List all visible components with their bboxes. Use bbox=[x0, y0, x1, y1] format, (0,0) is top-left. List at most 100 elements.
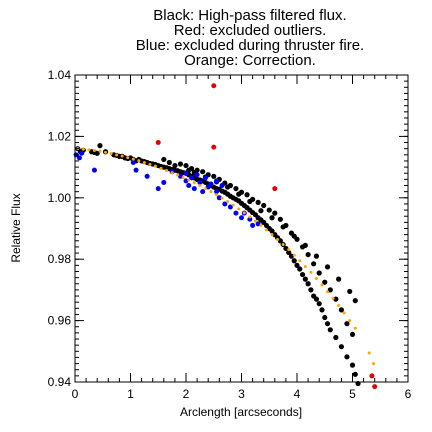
data-point bbox=[303, 265, 307, 269]
data-point bbox=[183, 170, 189, 176]
data-point bbox=[298, 259, 302, 263]
y-axis-label: Relative Flux bbox=[9, 193, 23, 262]
data-point bbox=[247, 216, 253, 222]
data-point bbox=[177, 161, 184, 167]
data-point bbox=[239, 215, 244, 221]
data-point bbox=[291, 258, 297, 264]
data-point bbox=[153, 164, 157, 168]
data-point bbox=[94, 150, 100, 156]
data-point bbox=[109, 152, 113, 156]
data-point bbox=[367, 351, 371, 355]
data-point bbox=[192, 181, 196, 185]
data-point bbox=[133, 167, 139, 173]
data-point bbox=[98, 149, 102, 153]
data-point bbox=[183, 178, 189, 184]
data-point bbox=[120, 154, 124, 158]
data-point bbox=[144, 173, 150, 179]
x-tick-label: 2 bbox=[183, 387, 190, 401]
data-point bbox=[126, 156, 130, 160]
data-point bbox=[259, 223, 263, 227]
data-point bbox=[294, 262, 300, 268]
data-point bbox=[148, 162, 152, 166]
data-point bbox=[142, 160, 146, 164]
data-point bbox=[353, 326, 357, 330]
data-point bbox=[311, 261, 317, 267]
y-tick-label: 0.94 bbox=[48, 375, 72, 389]
data-point bbox=[308, 287, 314, 293]
data-point bbox=[349, 331, 356, 338]
data-point bbox=[159, 166, 163, 170]
data-point bbox=[247, 198, 253, 205]
data-point bbox=[266, 207, 272, 213]
data-point bbox=[214, 178, 220, 184]
x-tick-label: 5 bbox=[349, 387, 356, 401]
data-point bbox=[297, 266, 303, 272]
data-point bbox=[255, 199, 261, 205]
title-line-3: Blue: excluded during thruster fire. bbox=[136, 37, 364, 54]
x-tick-label: 1 bbox=[127, 387, 134, 401]
data-point bbox=[313, 296, 320, 302]
data-point bbox=[137, 159, 141, 163]
data-point bbox=[222, 201, 228, 207]
data-point bbox=[288, 253, 295, 259]
data-point bbox=[242, 211, 246, 215]
data-point bbox=[81, 147, 85, 151]
data-point bbox=[87, 148, 91, 152]
data-point bbox=[225, 184, 231, 190]
data-point bbox=[342, 311, 346, 315]
data-point bbox=[177, 173, 183, 179]
data-point bbox=[211, 144, 217, 150]
data-point bbox=[209, 190, 213, 194]
data-point bbox=[258, 208, 264, 214]
data-point bbox=[281, 242, 285, 246]
data-point bbox=[244, 192, 250, 198]
data-point bbox=[269, 228, 275, 234]
data-point bbox=[276, 238, 280, 242]
data-point bbox=[302, 276, 308, 282]
data-point bbox=[189, 175, 195, 181]
data-point bbox=[211, 83, 217, 89]
data-point bbox=[337, 304, 341, 308]
data-point bbox=[269, 215, 275, 221]
data-point bbox=[215, 193, 219, 197]
data-point bbox=[104, 150, 108, 154]
data-point bbox=[170, 171, 174, 175]
data-point bbox=[97, 143, 103, 149]
title-line-2: Red: excluded outliers. bbox=[174, 22, 327, 39]
title-line-1: Black: High-pass filtered flux. bbox=[153, 7, 346, 24]
data-point bbox=[216, 195, 222, 201]
data-point bbox=[181, 176, 185, 180]
data-point bbox=[338, 307, 344, 313]
data-point bbox=[277, 216, 283, 222]
data-point bbox=[261, 202, 267, 209]
data-point bbox=[326, 290, 330, 294]
data-point bbox=[227, 204, 233, 210]
title-line-4: Orange: Correction. bbox=[184, 52, 316, 69]
data-point bbox=[322, 314, 328, 321]
data-point bbox=[272, 210, 278, 216]
data-point bbox=[91, 167, 97, 173]
data-point bbox=[372, 384, 378, 390]
data-point bbox=[202, 175, 208, 181]
data-point bbox=[130, 159, 136, 165]
data-point bbox=[336, 276, 342, 282]
x-tick-label: 0 bbox=[72, 387, 79, 401]
data-point bbox=[309, 270, 313, 274]
data-point bbox=[166, 159, 172, 166]
data-point bbox=[316, 301, 322, 307]
data-point bbox=[347, 288, 353, 295]
data-point bbox=[191, 186, 197, 192]
x-tick-label: 3 bbox=[238, 387, 245, 401]
data-point bbox=[349, 362, 356, 368]
data-point bbox=[208, 181, 214, 187]
data-point bbox=[231, 203, 235, 207]
data-point bbox=[292, 253, 296, 257]
data-point bbox=[226, 199, 230, 203]
data-point bbox=[253, 219, 257, 223]
data-point bbox=[280, 224, 286, 230]
data-point bbox=[200, 189, 206, 195]
data-point bbox=[194, 172, 200, 178]
data-point bbox=[76, 155, 82, 161]
data-point bbox=[372, 362, 376, 366]
data-point bbox=[250, 222, 256, 228]
